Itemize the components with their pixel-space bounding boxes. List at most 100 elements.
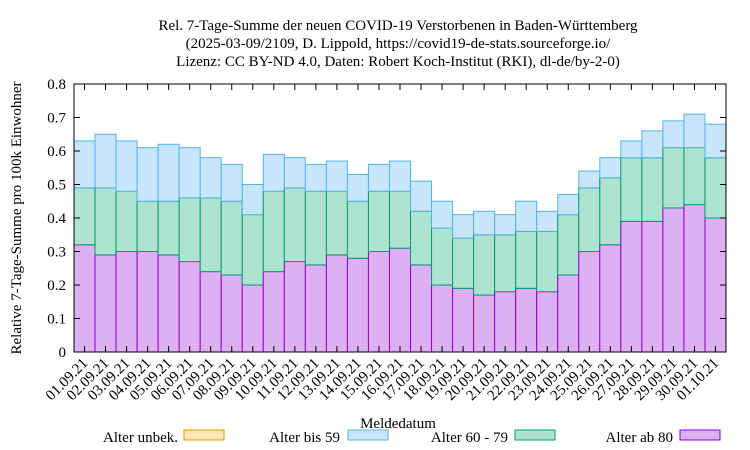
bar-segment-2-22: [536, 210, 559, 232]
bar-segment-0-3: [136, 251, 159, 353]
bar-segment-2-27: [641, 130, 664, 159]
bar-segment-2-2: [115, 140, 138, 192]
bar-segment-0-6: [199, 271, 222, 353]
bar-segment-0-2: [115, 251, 138, 353]
bar-segment-1-0: [73, 187, 96, 246]
bars-layer: [73, 113, 727, 353]
bar-segment-0-23: [557, 274, 580, 353]
y-tick-label-0: 0: [59, 345, 67, 361]
bar-segment-1-26: [620, 157, 643, 222]
bar-segment-1-2: [115, 190, 138, 252]
chart-title-line-3: Lizenz: CC BY-ND 4.0, Daten: Robert Koch…: [176, 54, 620, 70]
bar-segment-0-27: [641, 220, 664, 353]
bar-segment-1-30: [704, 157, 727, 219]
bar-segment-2-11: [304, 163, 327, 192]
bar-segment-1-17: [431, 227, 454, 286]
bar-segment-1-3: [136, 200, 159, 252]
bar-segment-0-4: [157, 254, 180, 353]
bar-segment-0-21: [515, 287, 538, 353]
bar-segment-2-13: [346, 173, 369, 202]
bar-segment-1-20: [494, 234, 517, 293]
bar-segment-1-28: [662, 147, 685, 209]
bar-segment-1-18: [452, 237, 475, 289]
bar-segment-1-13: [346, 200, 369, 259]
legend-swatch-1: [347, 429, 389, 441]
bar-segment-0-11: [304, 264, 327, 353]
bar-segment-1-8: [241, 214, 264, 286]
bar-segment-2-28: [662, 120, 685, 149]
chart-title-line-2: (2025-03-09/2109, D. Lippold, https://co…: [186, 36, 611, 52]
bar-segment-2-29: [683, 113, 706, 149]
bar-segment-2-24: [578, 170, 601, 189]
bar-segment-2-10: [283, 157, 306, 189]
bar-segment-2-17: [431, 200, 454, 229]
y-tick-label-3: 0.3: [47, 245, 66, 261]
y-tick-label-8: 0.8: [47, 77, 66, 93]
bar-segment-2-23: [557, 194, 580, 216]
bar-segment-0-19: [473, 294, 496, 353]
bar-segment-1-4: [157, 200, 180, 256]
bar-segment-1-19: [473, 234, 496, 296]
bar-segment-1-5: [178, 197, 201, 263]
bar-segment-0-28: [662, 207, 685, 353]
bar-segment-1-21: [515, 230, 538, 289]
bar-segment-2-21: [515, 200, 538, 232]
bar-segment-1-29: [683, 147, 706, 206]
bar-segment-0-5: [178, 261, 201, 353]
bar-segment-1-16: [410, 210, 433, 266]
bar-segment-0-22: [536, 291, 559, 353]
bar-segment-2-18: [452, 214, 475, 239]
y-axis-title: Relative 7-Tage-Summe pro 100k Einwohner: [9, 81, 25, 354]
chart-title-line-1: Rel. 7-Tage-Summe der neuen COVID-19 Ver…: [158, 18, 638, 34]
bar-segment-2-26: [620, 140, 643, 159]
bar-segment-2-19: [473, 210, 496, 236]
bar-segment-2-4: [157, 143, 180, 202]
bar-segment-0-12: [325, 254, 348, 353]
bar-segment-0-7: [220, 274, 243, 353]
bar-segment-0-9: [262, 271, 285, 353]
bar-segment-1-1: [94, 187, 117, 256]
bar-segment-0-17: [431, 284, 454, 353]
bar-segment-0-16: [410, 264, 433, 353]
bar-segment-1-10: [283, 187, 306, 263]
bar-segment-2-16: [410, 180, 433, 212]
y-tick-label-4: 0.4: [47, 211, 66, 227]
bar-segment-1-11: [304, 190, 327, 266]
x-axis-title: Meldedatum: [360, 416, 436, 432]
y-tick-label-2: 0.2: [47, 278, 66, 294]
y-tick-label-5: 0.5: [47, 178, 66, 194]
bar-segment-2-6: [199, 157, 222, 199]
bar-segment-1-12: [325, 190, 348, 256]
bar-segment-2-5: [178, 147, 201, 199]
bar-segment-0-15: [388, 247, 412, 353]
bar-segment-0-25: [599, 244, 622, 353]
bar-segment-0-26: [620, 220, 643, 353]
bar-segment-1-9: [262, 190, 285, 273]
y-axis: 0 0.1 0.2 0.3 0.4 0.5 0.6 0.7 0.8: [47, 77, 726, 361]
bar-segment-0-20: [494, 291, 517, 353]
bar-segment-1-24: [578, 187, 601, 253]
legend-label-0: Alter unbek.: [103, 430, 178, 446]
legend-label-1: Alter bis 59: [269, 430, 340, 446]
bar-segment-1-6: [199, 197, 222, 273]
y-tick-label-6: 0.6: [47, 144, 66, 160]
bar-segment-0-1: [94, 254, 117, 353]
bar-segment-0-29: [683, 204, 706, 353]
bar-segment-2-14: [367, 163, 390, 192]
bar-segment-2-20: [494, 214, 517, 236]
bar-segment-0-13: [346, 257, 369, 353]
bar-segment-2-12: [325, 160, 348, 192]
bar-segment-0-18: [452, 287, 475, 353]
plot-frame: [73, 83, 727, 353]
legend-label-2: Alter 60 - 79: [431, 430, 508, 446]
legend-label-3: Alter ab 80: [606, 430, 673, 446]
bar-segment-2-1: [94, 133, 117, 189]
bar-segment-1-14: [367, 190, 390, 252]
bar-segment-2-9: [262, 153, 285, 192]
legend: Alter unbek. Alter bis 59 Alter 60 - 79 Alt…: [103, 429, 721, 446]
bar-segment-2-7: [220, 163, 243, 202]
bar-segment-1-27: [641, 157, 664, 222]
bar-segment-0-14: [367, 251, 390, 353]
